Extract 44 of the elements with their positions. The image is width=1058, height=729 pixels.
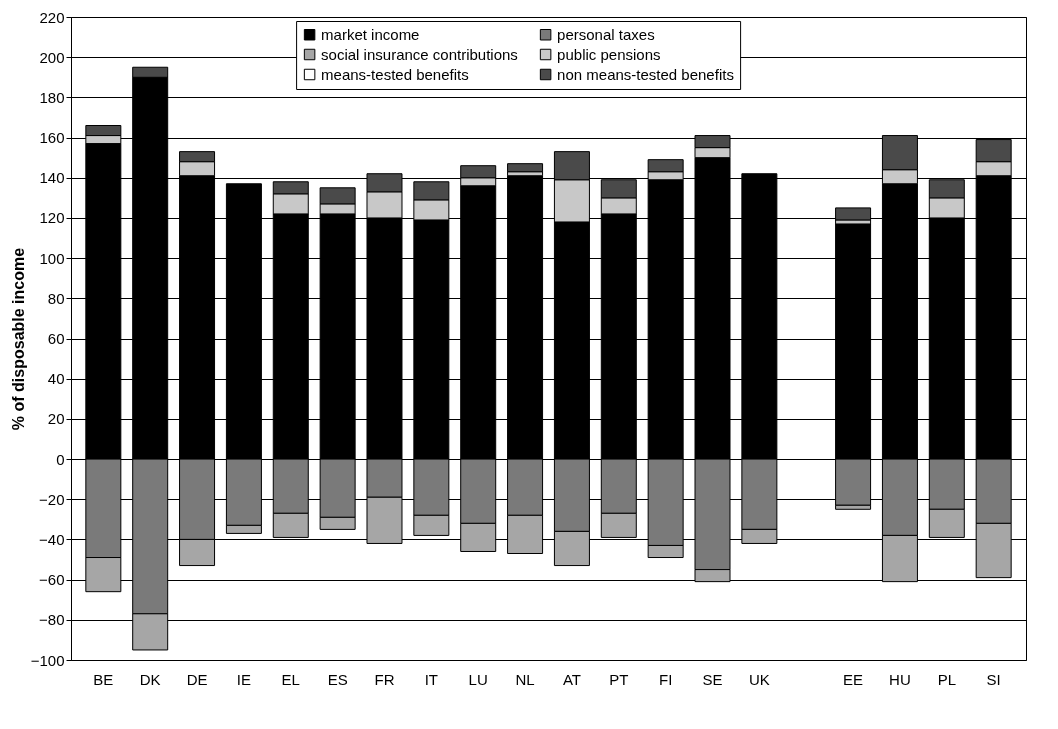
- y-tick-label: 200: [39, 48, 65, 66]
- legend-label: means-tested benefits: [321, 65, 469, 83]
- y-tick-label: −20: [39, 490, 65, 508]
- x-tick-label: IE: [236, 670, 252, 688]
- y-tick-label: 160: [39, 129, 65, 147]
- y-tick-label: 60: [47, 330, 65, 347]
- x-tick-label: FR: [374, 670, 395, 688]
- y-tick-label: 20: [47, 410, 65, 428]
- y-tick-label: 180: [39, 88, 65, 106]
- legend-label: market income: [321, 25, 420, 43]
- x-tick-label: UK: [748, 670, 770, 688]
- y-tick-label: 120: [39, 209, 65, 227]
- x-tick-label: FI: [658, 670, 673, 688]
- x-tick-label: PL: [937, 670, 956, 688]
- x-tick-label: AT: [562, 670, 581, 688]
- y-tick-label: 0: [56, 450, 65, 468]
- x-tick-label: NL: [515, 670, 535, 688]
- x-tick-label: BE: [93, 670, 114, 688]
- y-axis-title: % of disposable income: [9, 247, 27, 431]
- y-tick-label: −100: [30, 651, 65, 669]
- legend-label: personal taxes: [557, 25, 655, 43]
- y-tick-label: −80: [39, 611, 65, 629]
- legend-label: public pensions: [557, 45, 661, 63]
- bar: [507, 163, 544, 173]
- y-tick-label: 140: [39, 169, 65, 187]
- x-tick-label: PT: [609, 670, 629, 688]
- y-tick-label: −60: [39, 571, 65, 589]
- x-tick-label: HU: [889, 670, 911, 688]
- x-tick-label: LU: [468, 670, 488, 688]
- y-tick-label: 100: [39, 249, 65, 267]
- legend-label: social insurance contributions: [321, 45, 518, 63]
- x-tick-label: DK: [139, 670, 161, 688]
- x-tick-label: EE: [843, 670, 864, 688]
- y-tick-label: 40: [47, 370, 65, 388]
- legend-label: non means-tested benefits: [557, 65, 734, 83]
- x-tick-label: ES: [327, 670, 348, 688]
- x-tick-label: SI: [986, 670, 1001, 688]
- x-tick-label: IT: [424, 670, 439, 688]
- y-tick-label: 220: [39, 8, 65, 26]
- y-tick-label: 80: [47, 289, 65, 307]
- x-tick-label: SE: [702, 670, 723, 688]
- y-tick-label: −40: [39, 530, 65, 548]
- x-tick-label: EL: [281, 670, 300, 688]
- x-tick-label: DE: [186, 670, 208, 688]
